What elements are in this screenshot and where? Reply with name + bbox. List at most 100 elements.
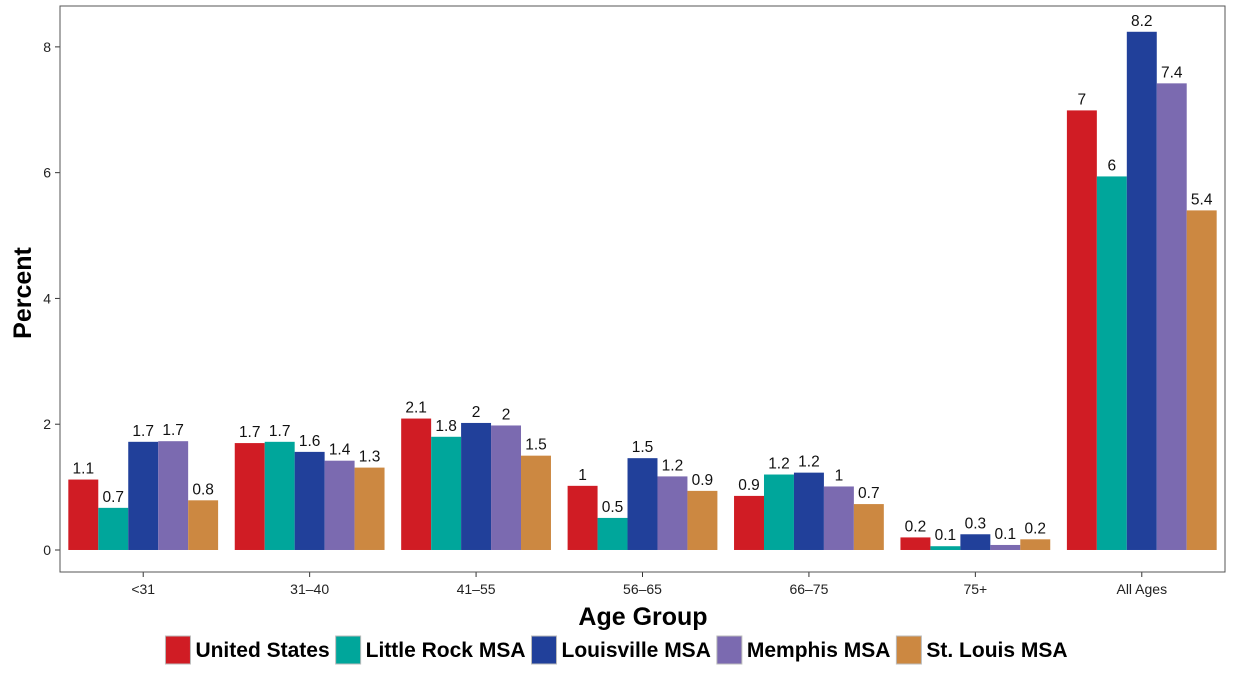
data-label: 0.5: [602, 499, 624, 516]
bar: [68, 479, 99, 550]
y-axis-title: Percent: [9, 246, 37, 338]
data-label: 2: [472, 404, 481, 421]
legend-key: [895, 635, 922, 665]
bar: [234, 443, 265, 550]
legend-label: United States: [195, 639, 329, 662]
data-labels-layer: 1.1 0.7 1.7 1.7 0.8 1.7 1.7 1.6 1.4 1.3 2.1 1.8 2 2 1.…: [73, 13, 1213, 544]
bar: [930, 546, 961, 550]
bar: [491, 425, 522, 550]
y-tick-label: 2: [43, 416, 51, 432]
bar: [431, 436, 462, 550]
bar: [900, 537, 931, 550]
bar: [128, 441, 159, 550]
legend-key: [716, 635, 743, 665]
bar: [597, 517, 628, 550]
bar: [1066, 110, 1097, 550]
data-label: 1.4: [329, 442, 351, 459]
legend-label: Louisville MSA: [562, 639, 711, 662]
bar: [1186, 210, 1217, 550]
y-tick-label: 0: [43, 542, 51, 558]
x-tick-label: <31: [131, 581, 155, 597]
data-label: 0.9: [692, 472, 714, 489]
data-label: 1.7: [269, 423, 291, 440]
bar: [158, 441, 189, 550]
data-label: 1.2: [798, 454, 820, 471]
data-label: 1.5: [525, 437, 547, 454]
data-label: 0.7: [858, 485, 880, 502]
x-tick-label: 31–40: [290, 581, 329, 597]
bar: [960, 534, 991, 550]
x-tick-label: 41–55: [457, 581, 496, 597]
bar: [687, 490, 718, 550]
bar: [354, 467, 385, 550]
data-label: 0.9: [738, 477, 760, 494]
data-label: 0.1: [995, 526, 1017, 543]
data-label: 1: [835, 467, 844, 484]
y-tick-label: 4: [43, 290, 51, 306]
data-label: 1.2: [768, 456, 790, 473]
data-label: 0.8: [192, 481, 214, 498]
bar: [324, 460, 355, 550]
data-label: 6: [1108, 157, 1117, 174]
legend-label: Memphis MSA: [747, 639, 891, 662]
bar: [521, 455, 551, 550]
legend-key: [164, 635, 191, 665]
bar: [1156, 83, 1187, 550]
bar: [627, 458, 658, 550]
bar: [567, 485, 598, 550]
data-label: 1: [578, 467, 587, 484]
data-label: 0.2: [905, 518, 927, 535]
x-tick-label: 75+: [963, 581, 987, 597]
legend-key: [531, 635, 558, 665]
y-tick-label: 8: [43, 39, 51, 55]
data-label: 1.6: [299, 433, 321, 450]
data-label: 5.4: [1191, 191, 1213, 208]
bar: [823, 486, 854, 550]
bar: [294, 451, 325, 550]
plot-panel-border: [59, 5, 1226, 573]
legend: United States Little Rock MSA Louisville M…: [164, 635, 1068, 665]
data-label: 2.1: [405, 400, 427, 417]
bar: [853, 504, 884, 550]
data-label: 7.4: [1161, 64, 1183, 81]
data-label: 1.5: [632, 439, 654, 456]
bar: [1020, 539, 1051, 550]
data-label: 0.2: [1024, 520, 1046, 537]
data-label: 0.7: [102, 489, 124, 506]
x-axis-title: Age Group: [578, 603, 707, 631]
bar: [734, 495, 764, 550]
bar: [264, 441, 295, 550]
bar: [1126, 31, 1157, 550]
x-tick-label: 56–65: [623, 581, 662, 597]
legend-label: Little Rock MSA: [366, 639, 526, 662]
axes-layer: <31 31–40 41–55 56–65 66–75 75+ All Ages 0 2 4 6 8: [43, 5, 1226, 597]
bar: [793, 472, 824, 550]
bar: [657, 476, 688, 550]
data-label: 1.3: [359, 449, 381, 466]
data-label: 1.8: [435, 418, 457, 435]
legend-label: St. Louis MSA: [926, 639, 1067, 662]
data-label: 1.7: [162, 422, 184, 439]
bar: [763, 474, 794, 550]
bar: [401, 418, 432, 550]
bar: [990, 544, 1021, 550]
bars-layer: [68, 31, 1217, 550]
data-label: 8.2: [1131, 13, 1153, 30]
bar: [188, 500, 219, 550]
data-label: 7: [1078, 91, 1087, 108]
data-label: 1.7: [239, 424, 261, 441]
bar: [1096, 176, 1127, 550]
data-label: 0.3: [965, 515, 987, 532]
legend-key: [335, 635, 362, 665]
data-label: 0.1: [935, 527, 957, 544]
data-label: 1.1: [73, 461, 95, 478]
data-label: 1.7: [132, 423, 154, 440]
data-label: 2: [502, 406, 511, 423]
data-label: 1.2: [662, 457, 684, 474]
bar: [98, 507, 129, 550]
bar: [461, 422, 492, 550]
y-tick-label: 6: [43, 165, 51, 181]
x-tick-label: 66–75: [789, 581, 828, 597]
x-tick-label: All Ages: [1116, 581, 1167, 597]
